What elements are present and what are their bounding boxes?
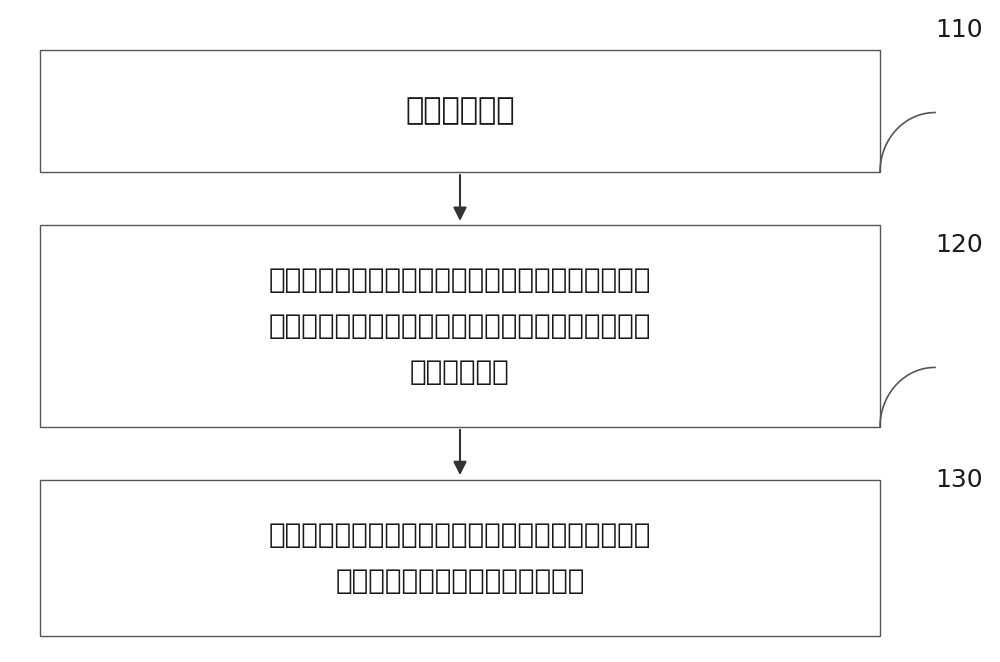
Text: 根据所述配置模板的各锚点，分别从定位配置文件、
功能配置文件以及各资源配置文件中读取与各锚点对
应的配置参数: 根据所述配置模板的各锚点，分别从定位配置文件、 功能配置文件以及各资源配置文件中… <box>269 266 651 386</box>
Text: 120: 120 <box>935 233 983 257</box>
Text: 接收配置模板: 接收配置模板 <box>405 97 515 125</box>
Bar <box>40 50 880 172</box>
Text: 以所述配置文件为基础，在各锚点位置代入相应配置
参数生成完全状态的第一配置文件: 以所述配置文件为基础，在各锚点位置代入相应配置 参数生成完全状态的第一配置文件 <box>269 521 651 594</box>
Text: 130: 130 <box>935 468 983 492</box>
Text: 110: 110 <box>935 18 983 42</box>
Bar <box>40 480 880 636</box>
Bar <box>40 225 880 427</box>
